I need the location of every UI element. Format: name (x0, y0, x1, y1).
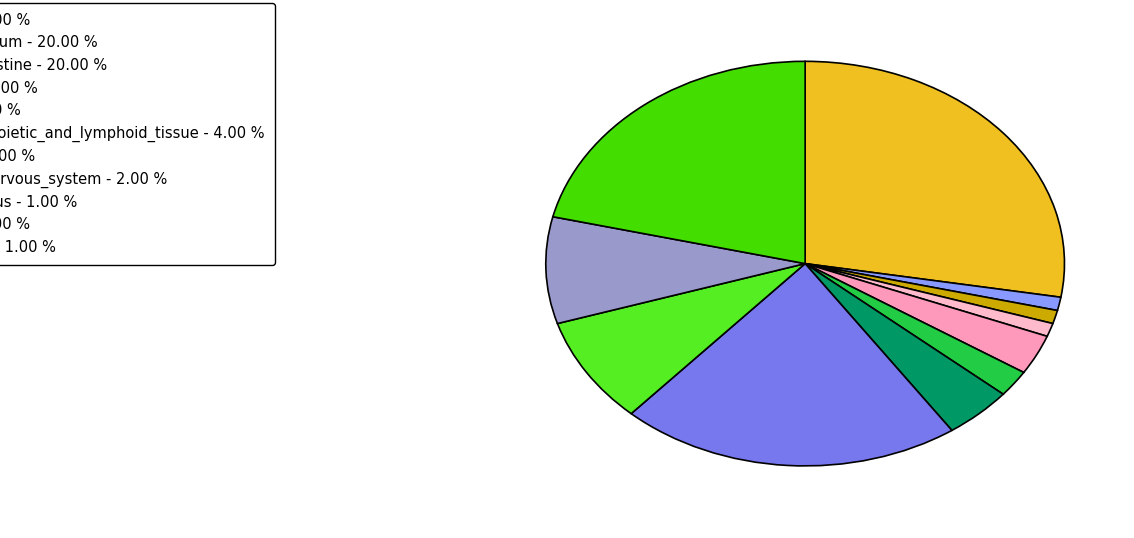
Wedge shape (553, 61, 805, 264)
Wedge shape (805, 264, 1004, 430)
Wedge shape (805, 264, 1057, 323)
Wedge shape (558, 264, 805, 414)
Wedge shape (805, 61, 1065, 298)
Wedge shape (805, 264, 1047, 372)
Wedge shape (805, 264, 1052, 336)
Legend: lung - 26.00 %, endometrium - 20.00 %, large_intestine - 20.00 %, kidney - 8.00 : lung - 26.00 %, endometrium - 20.00 %, l… (0, 3, 276, 265)
Wedge shape (545, 217, 805, 323)
Wedge shape (805, 264, 1024, 394)
Wedge shape (805, 264, 1061, 310)
Wedge shape (632, 264, 951, 466)
